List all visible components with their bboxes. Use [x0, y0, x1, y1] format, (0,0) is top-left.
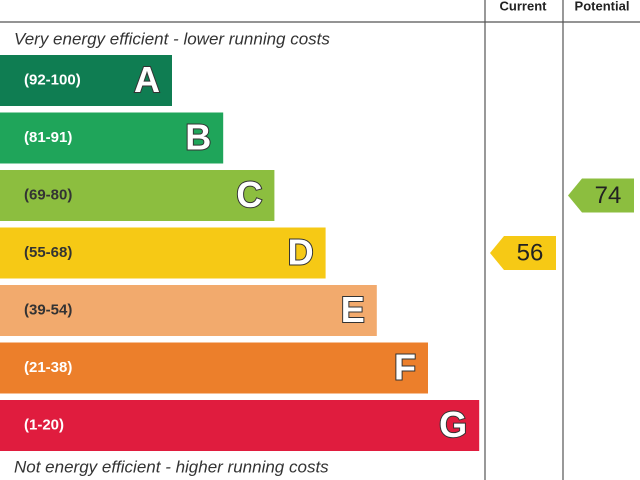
rating-value: 74 — [595, 182, 622, 209]
rating-value: 56 — [517, 239, 544, 266]
band — [0, 227, 326, 279]
current-header: Current — [500, 0, 548, 13]
band-letter: E — [341, 289, 365, 330]
potential-header: Potential — [575, 0, 630, 13]
bottom-note: Not energy efficient - higher running co… — [14, 457, 329, 476]
rating-arrow — [490, 236, 556, 270]
top-note: Very energy efficient - lower running co… — [14, 29, 330, 48]
rating-arrow — [568, 178, 634, 213]
band-range: (81-91) — [24, 129, 72, 146]
band-letter: A — [134, 59, 160, 100]
band-range: (92-100) — [24, 71, 81, 88]
band-letter: G — [439, 404, 467, 445]
band — [0, 112, 224, 164]
band — [0, 170, 275, 221]
band — [0, 55, 172, 106]
band-range: (21-38) — [24, 359, 72, 376]
band — [0, 285, 377, 336]
band — [0, 342, 428, 394]
band-letter: B — [185, 117, 211, 158]
band-range: (55-68) — [24, 244, 72, 261]
band-letter: D — [288, 232, 314, 273]
band-letter: C — [236, 174, 262, 215]
band-range: (1-20) — [24, 416, 64, 433]
band-letter: F — [394, 347, 416, 388]
band-range: (39-54) — [24, 301, 72, 318]
band-range: (69-80) — [24, 186, 72, 203]
band — [0, 400, 480, 451]
